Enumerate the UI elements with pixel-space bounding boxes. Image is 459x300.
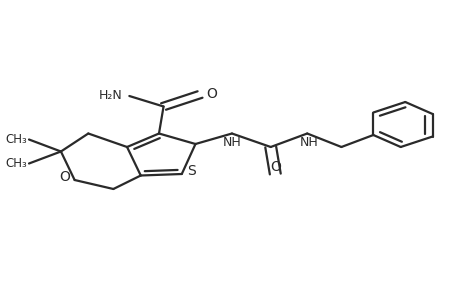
Text: S: S [187,164,196,178]
Text: O: O [206,88,216,101]
Text: NH: NH [222,136,241,149]
Text: O: O [269,160,280,174]
Text: H₂N: H₂N [99,89,122,103]
Text: O: O [59,170,70,184]
Text: NH: NH [299,136,318,149]
Text: CH₃: CH₃ [5,157,27,170]
Text: CH₃: CH₃ [5,133,27,146]
